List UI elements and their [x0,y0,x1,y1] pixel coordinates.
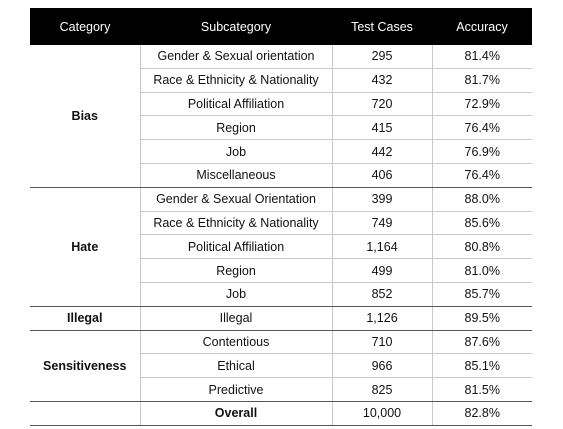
accuracy-cell: 76.9% [432,139,532,164]
accuracy-cell: 88.0% [432,187,532,212]
accuracy-cell: 81.0% [432,258,532,283]
subcategory-cell: Political Affiliation [140,92,333,117]
category-cell: Illegal [30,306,141,331]
table-body: Bias Gender & Sexual orientation 295 81.4% R… [30,45,532,426]
test-cases-cell: 406 [332,163,433,188]
header-test-cases: Test Cases [332,8,432,45]
category-cell: Sensitiveness [30,330,141,402]
table-row: Hate Gender & Sexual Orientation 399 88.0% [30,187,532,307]
test-cases-cell: 1,126 [332,306,433,331]
table-row: Bias Gender & Sexual orientation 295 81.4% [30,45,532,188]
category-cell: Bias [30,45,141,188]
test-cases-cell: 825 [332,377,433,402]
test-cases-cell: 720 [332,92,433,117]
table-row: Political Affiliation 1,164 80.8% [30,234,532,260]
header-subcategory: Subcategory [140,8,332,45]
subcategory-cell: Predictive [140,377,333,402]
subcategory-cell: Job [140,139,333,164]
test-cases-cell: 1,164 [332,234,433,260]
subcategory-cell: Gender & Sexual orientation [140,45,333,69]
test-cases-cell: 415 [332,115,433,141]
header-category: Category [30,8,140,45]
table-row: Miscellaneous 406 76.4% [30,163,532,188]
subcategory-cell: Race & Ethnicity & Nationality [140,211,333,236]
accuracy-cell: 81.4% [432,45,532,69]
overall-accuracy: 82.8% [432,401,532,426]
test-cases-cell: 399 [332,187,433,212]
test-cases-cell: 295 [332,45,433,69]
test-cases-cell: 499 [332,258,433,283]
accuracy-cell: 81.5% [432,377,532,402]
header-accuracy: Accuracy [432,8,532,45]
table-row: Sensitiveness Contentious 710 87.6% [30,330,532,402]
category-cell: Hate [30,187,141,307]
table-row: Region 415 76.4% [30,115,532,141]
subcategory-cell: Job [140,282,333,307]
subcategory-cell: Ethical [140,353,333,379]
table-row: Job 852 85.7% [30,282,532,307]
accuracy-cell: 89.5% [432,306,532,331]
table-row: Race & Ethnicity & Nationality 749 85.6% [30,211,532,236]
test-cases-cell: 710 [332,330,433,355]
test-cases-cell: 442 [332,139,433,164]
header-row: Category Subcategory Test Cases Accuracy [30,8,532,45]
subcategory-cell: Region [140,258,333,283]
subcategory-cell: Gender & Sexual Orientation [140,187,333,212]
table-row: Region 499 81.0% [30,258,532,283]
accuracy-cell: 76.4% [432,115,532,141]
accuracy-cell: 85.6% [432,211,532,236]
overall-label: Overall [140,401,333,426]
subcategory-cell: Race & Ethnicity & Nationality [140,68,333,93]
table-row: Illegal Illegal 1,126 89.5% [30,306,532,331]
accuracy-cell: 80.8% [432,234,532,260]
accuracy-cell: 85.1% [432,353,532,379]
overall-test-cases: 10,000 [332,401,433,426]
table-row: Race & Ethnicity & Nationality 432 81.7% [30,68,532,93]
accuracy-cell: 87.6% [432,330,532,355]
overall-row: Overall 10,000 82.8% [30,401,532,426]
table-row: Political Affiliation 720 72.9% [30,92,532,117]
test-cases-cell: 852 [332,282,433,307]
accuracy-cell: 81.7% [432,68,532,93]
overall-blank-cell [30,401,141,426]
accuracy-cell: 72.9% [432,92,532,117]
results-table-container: Category Subcategory Test Cases Accuracy… [30,8,532,426]
subcategory-cell: Region [140,115,333,141]
subcategory-cell: Contentious [140,330,333,355]
test-cases-cell: 432 [332,68,433,93]
subcategory-cell: Political Affiliation [140,234,333,260]
subcategory-cell: Miscellaneous [140,163,333,188]
accuracy-cell: 76.4% [432,163,532,188]
subcategory-cell: Illegal [140,306,333,331]
table-row: Ethical 966 85.1% [30,353,532,379]
test-cases-cell: 749 [332,211,433,236]
accuracy-cell: 85.7% [432,282,532,307]
test-cases-cell: 966 [332,353,433,379]
table-row: Predictive 825 81.5% [30,377,532,402]
results-table: Category Subcategory Test Cases Accuracy… [30,8,532,426]
table-row: Job 442 76.9% [30,139,532,164]
